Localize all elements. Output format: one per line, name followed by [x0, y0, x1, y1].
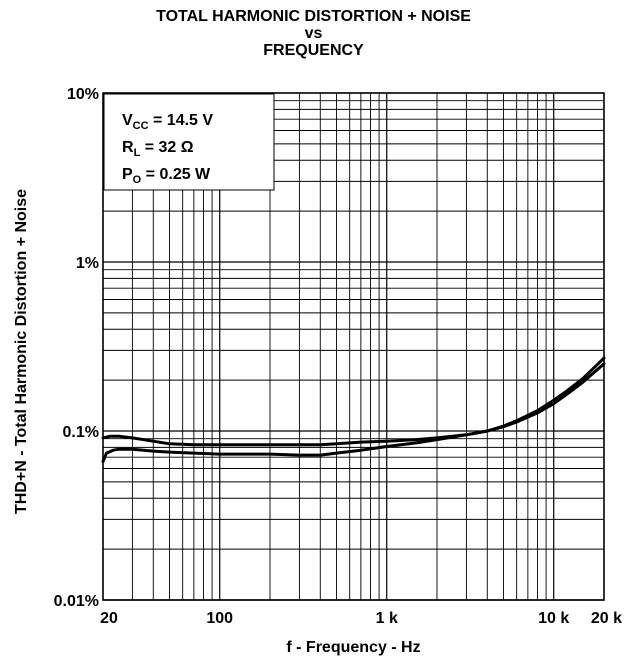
x-tick-label: 20 [100, 610, 118, 627]
chart-title: TOTAL HARMONIC DISTORTION + NOISE vs FRE… [0, 8, 627, 59]
x-tick-label: 20 k [591, 610, 622, 627]
series-line-2 [101, 356, 606, 463]
plot-frame [102, 92, 605, 601]
y-axis-label: THD+N - Total Harmonic Distortion + Nois… [13, 189, 30, 514]
y-tick-label: 0.1% [63, 424, 99, 441]
x-tick-label: 10 k [538, 610, 569, 627]
series-line-1 [101, 362, 606, 447]
legend-entry: PO = 0.25 W [122, 166, 211, 186]
y-tick-label: 1% [76, 255, 99, 272]
legend-entry: RL = 32 Ω [122, 139, 194, 159]
tick-labels: 20 100 1 k 10 k 20 k 10% 1% 0.1% 0.01% [54, 86, 622, 627]
legend-box: VCC = 14.5 V RL = 32 Ω PO = 0.25 W [103, 93, 275, 191]
x-tick-label: 100 [206, 610, 233, 627]
series-layer [101, 356, 606, 463]
x-axis-label: f - Frequency - Hz [286, 639, 420, 656]
y-tick-label: 0.01% [54, 593, 99, 610]
chart-title-line-3: FREQUENCY [263, 42, 364, 59]
y-tick-label: 10% [67, 86, 99, 103]
chart-title-line-1: TOTAL HARMONIC DISTORTION + NOISE [156, 8, 471, 25]
x-tick-label: 1 k [376, 610, 398, 627]
legend-background [103, 93, 275, 191]
chart-title-line-2: vs [304, 25, 323, 42]
legend-entry: VCC = 14.5 V [122, 112, 213, 132]
